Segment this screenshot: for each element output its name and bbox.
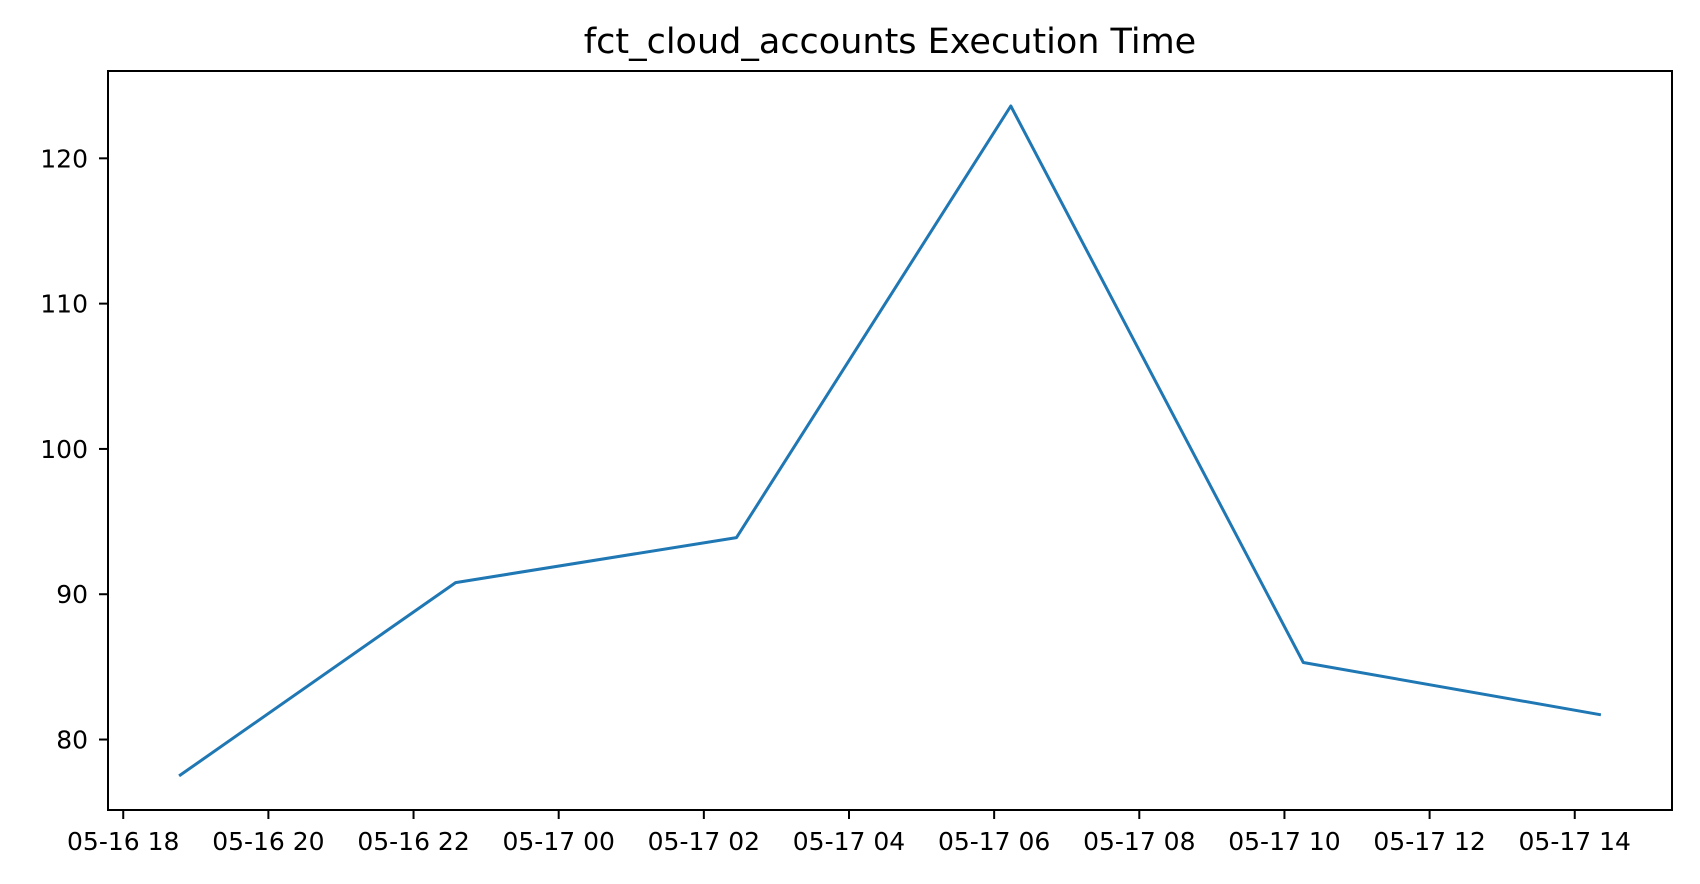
x-tick-label: 05-16 20 bbox=[212, 827, 324, 856]
x-tick-label: 05-17 14 bbox=[1519, 827, 1631, 856]
x-tick-label: 05-17 02 bbox=[648, 827, 760, 856]
x-tick-label: 05-17 06 bbox=[938, 827, 1050, 856]
x-tick-label: 05-16 18 bbox=[67, 827, 179, 856]
x-tick-label: 05-17 00 bbox=[502, 827, 614, 856]
series-line-execution-time bbox=[178, 104, 1602, 778]
y-tick-label: 110 bbox=[40, 290, 88, 319]
x-tick-label: 05-17 04 bbox=[793, 827, 905, 856]
chart-title: fct_cloud_accounts Execution Time bbox=[584, 22, 1196, 62]
x-tick-label: 05-17 10 bbox=[1228, 827, 1340, 856]
x-tick-label: 05-17 08 bbox=[1083, 827, 1195, 856]
y-tick-label: 120 bbox=[40, 144, 88, 173]
y-tick-label: 90 bbox=[56, 580, 88, 609]
y-tick-label: 100 bbox=[40, 435, 88, 464]
x-tick-label: 05-17 12 bbox=[1373, 827, 1485, 856]
y-tick-label: 80 bbox=[56, 726, 88, 755]
plot-area-frame bbox=[107, 70, 1673, 811]
x-tick-label: 05-16 22 bbox=[357, 827, 469, 856]
